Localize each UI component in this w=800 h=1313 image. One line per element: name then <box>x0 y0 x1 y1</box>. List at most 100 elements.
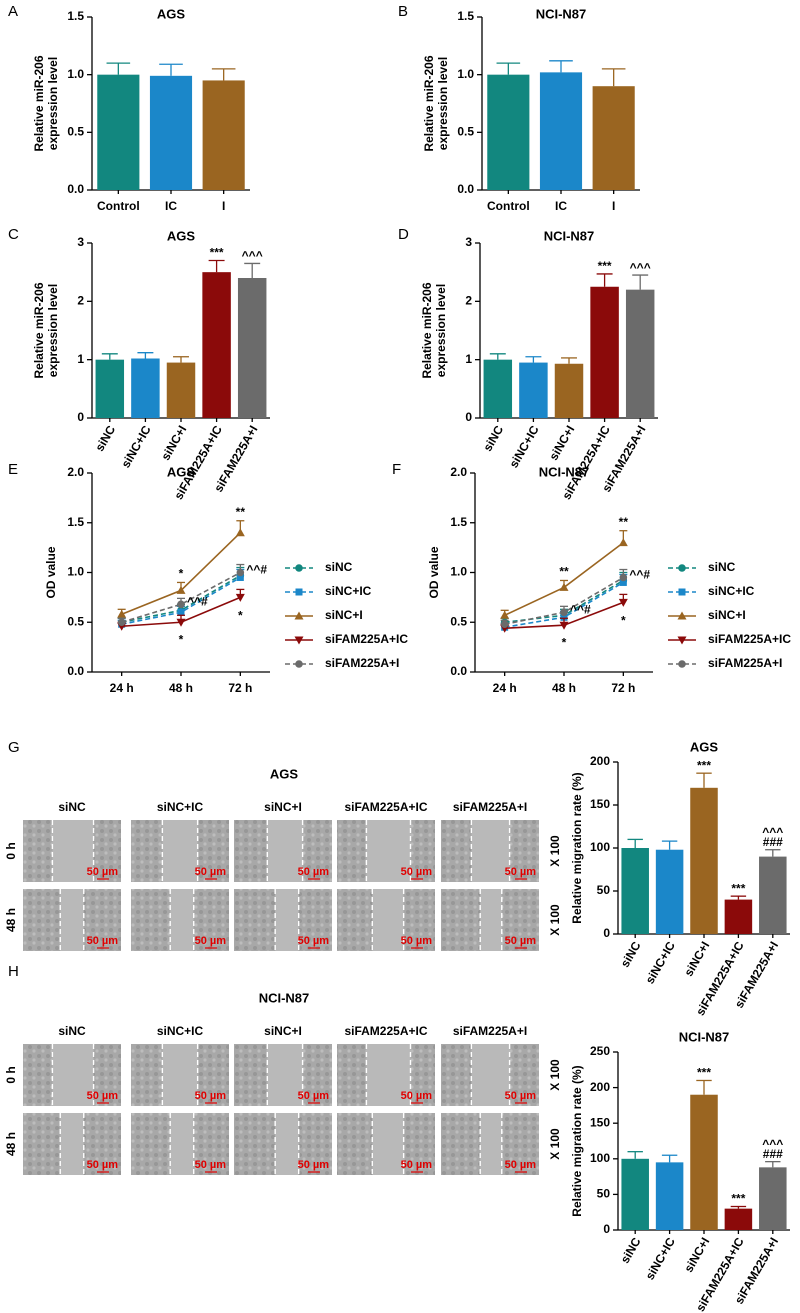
x-tick-label: Control <box>487 199 530 213</box>
micrograph: 50 µm <box>441 820 539 882</box>
y-tick-label: 0 <box>465 410 472 424</box>
point-label: * <box>562 635 567 649</box>
magnification: X 100 <box>548 1128 562 1160</box>
legend-label: siNC <box>708 560 736 574</box>
y-axis-label: Relative miR-206 <box>32 55 46 151</box>
y-tick-label: 0.0 <box>67 182 84 196</box>
micrograph: 50 µm <box>131 889 229 951</box>
marker <box>117 609 127 618</box>
x-tick-label: siNC+IC <box>643 1235 678 1282</box>
x-tick-label: siNC+IC <box>506 423 541 470</box>
x-tick-label: 48 h <box>169 681 193 695</box>
wound-gap <box>372 1113 404 1175</box>
wound-gap <box>480 889 502 951</box>
column-label: siFAM225A+IC <box>344 1024 427 1038</box>
bar <box>621 1158 649 1230</box>
y-tick-label: 100 <box>590 840 610 854</box>
marker <box>560 613 568 621</box>
marker <box>500 620 509 629</box>
bar <box>759 1167 787 1230</box>
wound-gap <box>372 889 404 951</box>
bar <box>690 1094 718 1230</box>
scale-bar-label: 50 µm <box>505 1159 537 1171</box>
marker <box>500 610 510 619</box>
marker <box>177 608 185 616</box>
y-tick-label: 1.5 <box>457 9 474 23</box>
marker <box>678 588 686 596</box>
point-label: ^^# <box>187 595 208 609</box>
y-tick-label: 0.0 <box>457 182 474 196</box>
y-tick-label: 0.5 <box>67 614 84 628</box>
chart-title: NCI-N87 <box>679 1029 730 1044</box>
marker <box>678 564 686 572</box>
y-axis-label: OD value <box>427 546 441 598</box>
y-tick-label: 1 <box>465 352 472 366</box>
micrograph: 50 µm <box>234 820 332 882</box>
y-tick-label: 0 <box>603 926 610 940</box>
marker <box>559 582 569 591</box>
y-tick-label: 200 <box>590 754 610 768</box>
significance-label: ### <box>763 835 783 849</box>
marker <box>618 538 628 547</box>
panel-label: B <box>398 3 408 20</box>
y-tick-label: 150 <box>590 1115 610 1129</box>
marker <box>235 593 245 602</box>
point-label: ^^# <box>570 602 591 616</box>
legend-label: siNC <box>325 560 353 574</box>
point-label: * <box>238 609 243 623</box>
wound-gap <box>275 1113 299 1175</box>
bar <box>539 72 583 190</box>
scale-bar-label: 50 µm <box>298 1159 330 1171</box>
bar <box>202 272 231 418</box>
marker <box>295 660 303 668</box>
marker <box>117 618 126 627</box>
bar <box>690 787 718 934</box>
column-label: siNC <box>58 1024 86 1038</box>
marker <box>560 608 568 617</box>
micrograph: 50 µm <box>337 1113 435 1175</box>
y-tick-label: 250 <box>590 1044 610 1058</box>
column-label: siFAM225A+I <box>453 1024 527 1038</box>
legend-label: siFAM225A+I <box>325 656 399 670</box>
point-label: ** <box>559 565 569 579</box>
column-label: siNC+IC <box>157 1024 204 1038</box>
y-tick-label: 0.5 <box>457 125 474 139</box>
assay-title: NCI-N87 <box>259 990 310 1005</box>
point-label: ^^# <box>246 563 267 577</box>
y-tick-label: 1.5 <box>67 515 84 529</box>
bar <box>724 1208 753 1230</box>
y-tick-label: 2 <box>77 294 84 308</box>
legend-label: siFAM225A+I <box>708 656 782 670</box>
micrograph: 50 µm <box>23 889 121 951</box>
scale-bar-label: 50 µm <box>505 866 537 878</box>
bar <box>590 286 619 418</box>
y-tick-label: 2.0 <box>450 465 467 479</box>
marker <box>678 660 686 668</box>
point-label: ** <box>619 515 629 529</box>
series-line <box>504 542 624 617</box>
y-tick-label: 1.5 <box>67 9 84 23</box>
y-tick-label: 2.0 <box>67 465 84 479</box>
micrograph: 50 µm <box>441 1113 539 1175</box>
scale-bar-label: 50 µm <box>87 935 119 947</box>
bar <box>655 849 684 934</box>
point-label: * <box>621 613 626 627</box>
marker <box>677 636 687 645</box>
x-tick-label: 48 h <box>552 681 576 695</box>
bar <box>95 359 125 418</box>
point-label: * <box>179 567 184 581</box>
magnification: X 100 <box>548 1059 562 1091</box>
marker <box>619 578 627 586</box>
scale-bar-label: 50 µm <box>298 1090 330 1102</box>
x-tick-label: 72 h <box>228 681 252 695</box>
y-tick-label: 1.5 <box>450 515 467 529</box>
y-tick-label: 3 <box>465 235 472 249</box>
significance-label: *** <box>697 758 711 772</box>
scale-bar-label: 50 µm <box>401 866 433 878</box>
legend-label: siNC+IC <box>325 584 372 598</box>
column-label: siNC <box>58 800 86 814</box>
legend-label: siNC+IC <box>708 584 755 598</box>
wound-gap <box>60 889 84 951</box>
micrograph: 50 µm <box>234 889 332 951</box>
row-label: 48 h <box>4 1132 18 1156</box>
